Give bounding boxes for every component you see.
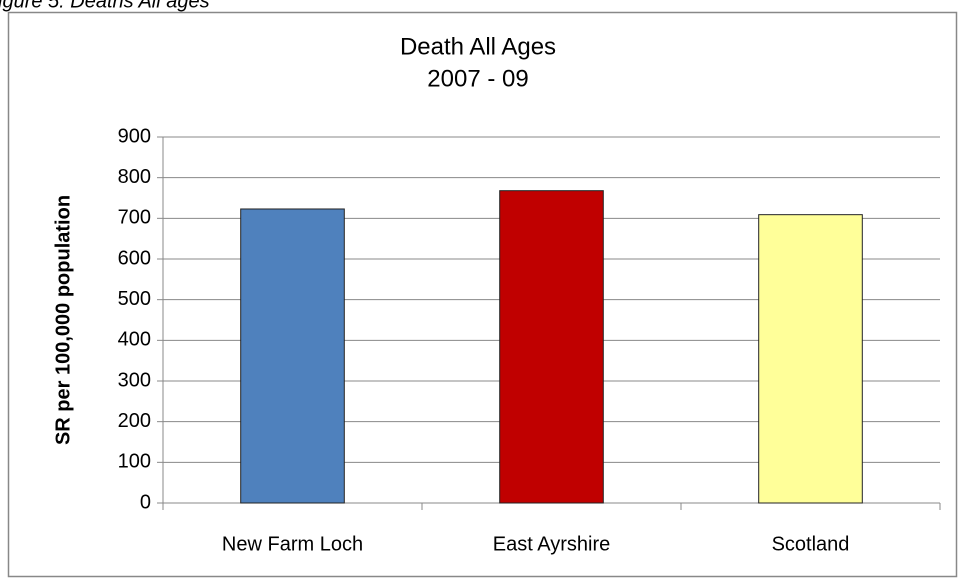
y-tick-label: 600	[118, 247, 151, 269]
x-tick-label: New Farm Loch	[222, 533, 363, 555]
y-tick-label: 900	[118, 125, 151, 147]
y-tick-label: 300	[118, 369, 151, 391]
chart-title: Death All Ages	[400, 33, 556, 60]
y-tick-label: 0	[140, 491, 151, 513]
x-tick-label: Scotland	[772, 533, 850, 555]
bar	[758, 214, 863, 504]
y-tick-label: 800	[118, 166, 151, 188]
bar	[240, 208, 345, 504]
y-tick-label: 200	[118, 410, 151, 432]
chart-subtitle: 2007 - 09	[427, 65, 528, 92]
y-tick-label: 700	[118, 207, 151, 229]
x-tick-label: East Ayrshire	[493, 533, 610, 555]
figure-caption: igure 5: Deaths All ages	[0, 0, 210, 12]
y-tick-label: 100	[118, 451, 151, 473]
y-tick-label: 400	[118, 329, 151, 351]
y-axis-label: SR per 100,000 population	[52, 195, 74, 445]
bar	[499, 190, 604, 504]
y-tick-label: 500	[118, 288, 151, 310]
